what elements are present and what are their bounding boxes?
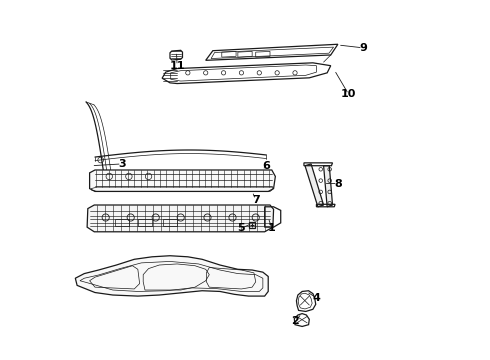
Text: 3: 3 [118, 159, 125, 169]
Text: 10: 10 [341, 89, 356, 99]
Polygon shape [75, 256, 268, 296]
Text: 8: 8 [334, 179, 342, 189]
Polygon shape [87, 205, 273, 232]
Text: 5: 5 [238, 223, 245, 233]
Text: 9: 9 [359, 43, 367, 53]
Text: 4: 4 [313, 293, 320, 303]
Polygon shape [90, 170, 275, 192]
Text: 11: 11 [170, 61, 185, 71]
Text: 7: 7 [252, 195, 260, 204]
Text: 6: 6 [263, 161, 270, 171]
Polygon shape [305, 164, 323, 207]
Text: 1: 1 [268, 223, 276, 233]
Polygon shape [323, 166, 333, 207]
Text: 2: 2 [291, 316, 299, 326]
